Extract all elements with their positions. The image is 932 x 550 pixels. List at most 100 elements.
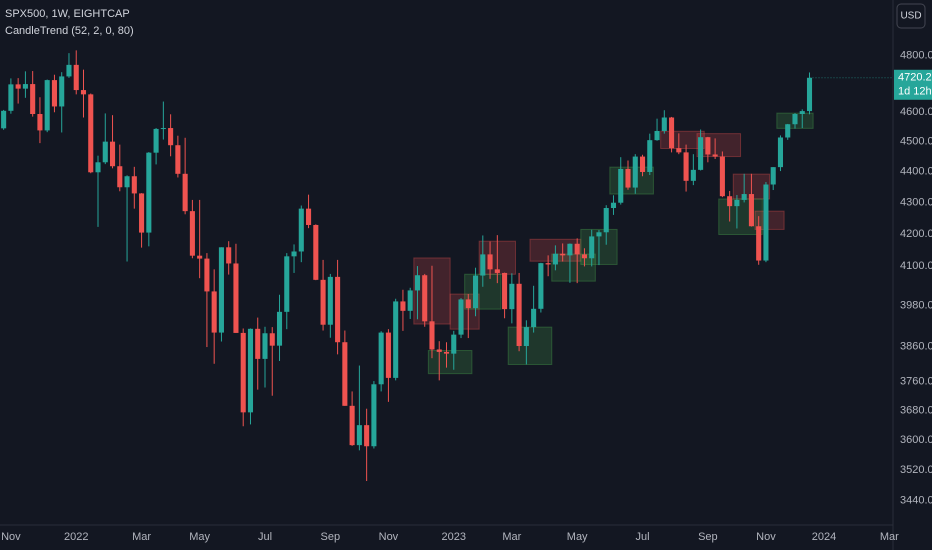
candle-body	[639, 156, 646, 172]
candle-body	[443, 351, 450, 354]
candle-body	[719, 156, 725, 197]
candle-body	[102, 141, 108, 163]
candle-body	[262, 333, 268, 359]
candle-body	[378, 332, 384, 385]
candle-body	[356, 425, 362, 446]
candle-body	[59, 76, 65, 107]
candle-body	[175, 145, 181, 174]
y-tick-label: 3760.00	[900, 376, 932, 388]
candle-body	[545, 263, 551, 265]
candle-body	[385, 332, 391, 378]
trend-zone	[551, 253, 596, 282]
currency-label[interactable]: USD	[900, 11, 921, 22]
candle-body	[124, 176, 130, 188]
candle-body	[727, 196, 733, 207]
candle-body	[284, 256, 290, 312]
candle-body	[603, 208, 609, 233]
x-tick-label: 2023	[442, 531, 466, 543]
x-tick-label: Mar	[502, 531, 521, 543]
candle-body	[552, 253, 558, 265]
trend-zone	[718, 198, 763, 235]
candle-body	[131, 176, 137, 194]
indicator-title[interactable]: CandleTrend (52, 2, 0, 80)	[5, 25, 134, 37]
candle-body	[109, 141, 116, 167]
x-tick-label: Nov	[1, 531, 21, 543]
candle-body	[51, 80, 57, 107]
x-tick-label: 2022	[64, 531, 88, 543]
candle-body	[618, 168, 624, 203]
trend-zone	[696, 133, 742, 158]
candle-body	[472, 275, 479, 309]
candle-body	[168, 128, 174, 146]
candle-body	[734, 199, 740, 207]
candle-body	[204, 258, 210, 292]
candle-body	[581, 254, 587, 259]
y-tick-label: 3680.00	[900, 404, 932, 416]
y-tick-label: 4300.00	[900, 196, 932, 208]
candle-body	[676, 148, 682, 153]
trend-zone	[427, 350, 473, 375]
candle-body	[705, 137, 711, 155]
candle-body	[647, 140, 653, 172]
candle-body	[233, 263, 239, 333]
y-tick-label: 4600.00	[900, 106, 932, 118]
x-tick-label: Nov	[756, 531, 776, 543]
x-tick-label: Mar	[132, 531, 151, 543]
candle-body	[80, 90, 87, 95]
candle-body	[182, 173, 188, 212]
candles	[1, 50, 813, 482]
candle-body	[661, 117, 667, 131]
candle-body	[763, 184, 769, 261]
candle-body	[792, 114, 798, 125]
candle-body	[342, 342, 348, 406]
y-tick-label: 3600.00	[900, 434, 932, 446]
candle-body	[531, 308, 537, 328]
candle-body	[596, 232, 602, 237]
last-price-label: 4720.22	[898, 72, 932, 84]
candle-body	[349, 405, 355, 446]
candle-body	[806, 77, 813, 112]
candle-body	[487, 254, 493, 270]
candle-body	[465, 299, 471, 309]
candle-body	[66, 64, 72, 77]
x-tick-label: Mar	[880, 531, 899, 543]
candle-body	[291, 251, 297, 257]
candle-body	[509, 283, 515, 310]
candle-body	[777, 137, 784, 168]
candle-body	[269, 333, 275, 346]
y-tick-label: 4200.00	[900, 228, 932, 240]
candle-body	[770, 167, 776, 185]
trend-zone	[754, 210, 785, 230]
y-tick-label: 3440.00	[900, 495, 932, 507]
candle-body	[538, 263, 544, 309]
candle-body	[160, 128, 166, 130]
candle-body	[247, 328, 254, 413]
x-tick-label: Sep	[321, 531, 341, 543]
candle-body	[683, 152, 689, 181]
candle-body	[407, 290, 413, 311]
axis-labels: 4800.00 4600.00 4500.00 4400.00 4300.00 4200.…	[1, 49, 932, 543]
candle-body	[255, 328, 261, 359]
candle-body	[610, 202, 617, 209]
candle-body	[73, 64, 79, 91]
candle-body	[15, 84, 21, 89]
candle-body	[698, 137, 704, 170]
candle-body	[458, 299, 464, 335]
candle-body	[8, 84, 14, 111]
candle-body	[502, 272, 508, 310]
candle-body	[625, 168, 631, 188]
currency-button[interactable]	[896, 3, 926, 29]
candle-body	[37, 114, 43, 131]
candle-body	[393, 301, 399, 378]
candle-body	[153, 128, 159, 153]
candle-body	[335, 276, 341, 343]
candle-body	[799, 111, 805, 115]
trend-zone	[507, 326, 553, 365]
candle-body	[523, 327, 529, 347]
candle-body	[480, 254, 486, 276]
candle-body	[436, 349, 442, 352]
candle-body	[494, 269, 500, 273]
y-tick-label: 3980.00	[900, 300, 932, 312]
